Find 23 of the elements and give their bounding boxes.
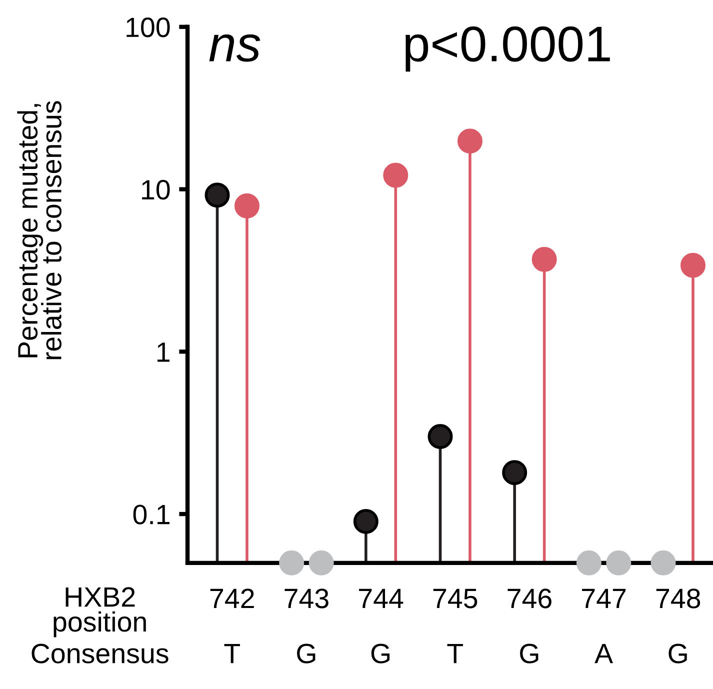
x-tick-label: 743 (284, 588, 328, 608)
annotation: ns (209, 34, 260, 62)
text: Consensus (32, 644, 168, 664)
annotation: p<0.0001 (406, 26, 610, 72)
y-tick-label: 1 (158, 342, 170, 362)
text: G (668, 644, 687, 664)
y-axis-title: Percentage mutated, relative to consensus (17, 101, 62, 360)
x-tick-label: 747 (582, 588, 626, 608)
y-tick-label: 0.1 (133, 504, 170, 524)
text: G (371, 644, 390, 664)
x-tick-label: 742 (210, 588, 254, 608)
text: A (594, 644, 613, 664)
x-tick-label: 748 (656, 588, 700, 608)
x-tick-label: 746 (508, 588, 552, 608)
text: G (520, 644, 538, 664)
x-tick-label: 745 (433, 588, 478, 608)
x-tick-label: 744 (359, 588, 404, 608)
text: G (297, 644, 316, 664)
text: T (447, 644, 463, 664)
y-tick-label: 10 (142, 180, 170, 200)
y-tick-label: 100 (126, 18, 170, 38)
x-axis-title: HXB2 position (54, 587, 146, 638)
text: T (224, 644, 240, 664)
